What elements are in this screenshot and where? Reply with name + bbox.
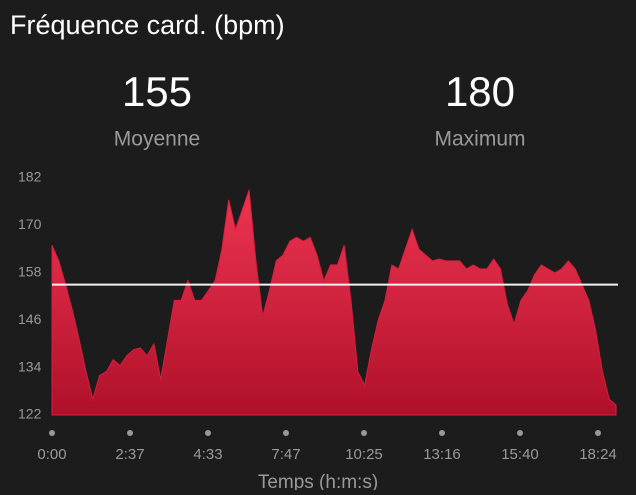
x-tick-label: 13:16: [423, 446, 461, 463]
x-tick-label: 15:40: [501, 446, 539, 463]
stat-value: 180: [445, 68, 515, 115]
x-tick-dot: [283, 430, 289, 436]
x-tick-dot: [127, 430, 133, 436]
y-tick-label: 158: [18, 264, 42, 280]
page-title: Fréquence card. (bpm): [10, 10, 285, 40]
x-axis-title: Temps (h:m:s): [258, 472, 378, 490]
x-tick-label: 18:24: [579, 446, 617, 463]
x-tick-label: 2:37: [115, 446, 144, 463]
stat-value: 155: [122, 68, 192, 115]
x-tick-dot: [49, 430, 55, 436]
x-tick-dot: [595, 430, 601, 436]
x-tick-dot: [439, 430, 445, 436]
x-tick-label: 10:25: [345, 446, 383, 463]
y-tick-label: 134: [18, 358, 42, 374]
stat-label: Maximum: [434, 128, 525, 151]
x-tick-label: 0:00: [37, 446, 66, 463]
heart-rate-area: [51, 189, 617, 416]
x-tick-label: 4:33: [193, 446, 222, 463]
x-tick-label: 7:47: [271, 446, 300, 463]
x-tick-dot: [361, 430, 367, 436]
y-tick-label: 182: [18, 169, 42, 185]
x-tick-dot: [517, 430, 523, 436]
y-tick-label: 170: [18, 216, 42, 232]
x-tick-dot: [205, 430, 211, 436]
stat-label: Moyenne: [114, 128, 200, 151]
y-tick-label: 146: [18, 311, 42, 327]
y-tick-label: 122: [18, 406, 42, 422]
